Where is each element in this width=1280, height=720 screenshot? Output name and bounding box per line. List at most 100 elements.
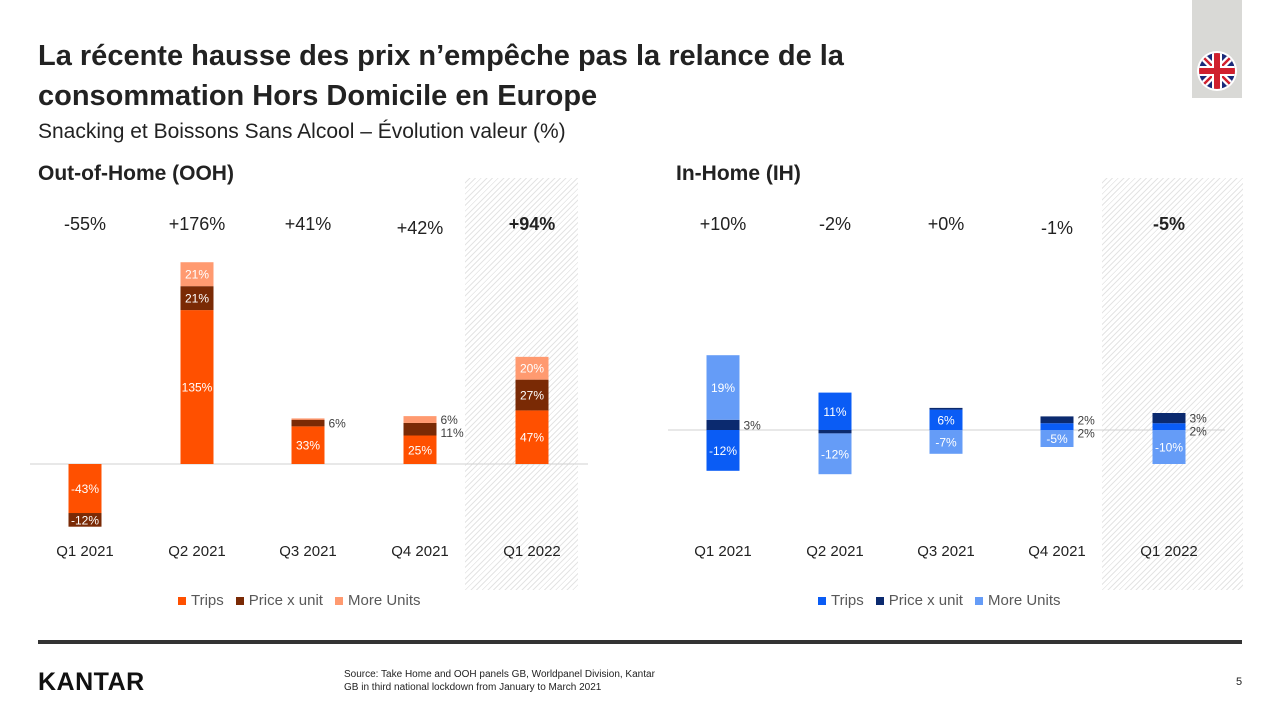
bar-segment: [1152, 413, 1186, 424]
total-growth-label: -2%: [818, 214, 852, 234]
total-growth-label: +0%: [927, 214, 965, 234]
bar-segment: [706, 430, 740, 471]
category-label: Q1 2022: [1140, 543, 1198, 560]
legend-label: Trips: [191, 592, 224, 609]
data-label: 47%: [520, 431, 544, 445]
bar-segment: [403, 435, 437, 464]
page-subtitle: Snacking et Boissons Sans Alcool – Évolu…: [38, 120, 566, 143]
legend-item: Trips: [178, 592, 224, 609]
legend-item: Price x unit: [875, 592, 963, 609]
data-label: 2%: [1078, 426, 1096, 440]
data-label: 6%: [329, 416, 347, 430]
data-label: 2%: [1078, 413, 1096, 427]
bar-segment: [1040, 416, 1074, 424]
page-number: 5: [1236, 676, 1243, 688]
total-growth-label: +10%: [699, 214, 747, 234]
data-label: 6%: [441, 413, 459, 427]
category-label: Q2 2021: [168, 543, 226, 560]
legend-label: Trips: [831, 592, 864, 609]
chart-title: Out-of-Home (OOH): [38, 162, 234, 185]
category-label: Q1 2021: [56, 543, 114, 560]
bar-segment: [706, 355, 740, 420]
category-label: Q1 2021: [694, 543, 752, 560]
bar-segment: [515, 379, 549, 411]
data-label: 11%: [441, 426, 464, 440]
bar-segment: [515, 356, 549, 380]
data-label: -12%: [709, 444, 737, 458]
data-label: -12%: [71, 513, 99, 527]
kantar-logo: KANTAR: [38, 668, 145, 696]
legend-swatch: [334, 597, 343, 605]
data-label: 21%: [185, 292, 209, 306]
legend-swatch: [974, 597, 983, 605]
legend-item: Price x unit: [235, 592, 323, 609]
bar-segment: [818, 392, 852, 430]
data-label: 11%: [823, 405, 846, 419]
total-growth-label: +41%: [284, 214, 332, 234]
total-growth-label: +176%: [168, 214, 226, 234]
data-label: 6%: [937, 413, 955, 427]
data-label: 27%: [520, 389, 544, 403]
total-growth-label: -5%: [1152, 214, 1186, 234]
legend-item: Trips: [818, 592, 864, 609]
data-label: -7%: [935, 435, 957, 449]
legend-label: Price x unit: [888, 592, 963, 609]
legend-label: More Units: [347, 592, 421, 609]
source-note: Source: Take Home and OOH panels GB, Wor…: [344, 668, 655, 694]
source-line-2: GB in third national lockdown from Janua…: [344, 682, 602, 693]
legend-label: More Units: [987, 592, 1061, 609]
bar-segment: [1040, 430, 1074, 447]
data-label: 2%: [1190, 425, 1208, 439]
bar-segment: [403, 416, 437, 423]
total-growth-label: -1%: [1040, 218, 1074, 238]
bar-segment: [180, 286, 214, 311]
bar-segment: [1152, 423, 1186, 430]
legend-swatch: [818, 597, 826, 605]
data-label: 21%: [185, 268, 209, 282]
bar-segment: [1152, 430, 1186, 464]
bar-segment: [180, 310, 214, 464]
legend-swatch: [235, 597, 244, 605]
category-label: Q1 2022: [503, 543, 561, 560]
bar-segment: [403, 422, 437, 436]
page-title: La récente hausse des prix n’empêche pas…: [38, 40, 844, 112]
data-label: -5%: [1046, 432, 1068, 446]
data-label: 20%: [520, 362, 544, 376]
bar-segment: [818, 430, 852, 434]
data-label: -12%: [821, 447, 849, 461]
data-label: -10%: [1155, 441, 1183, 455]
bar-segment: [291, 418, 325, 420]
category-label: Q2 2021: [806, 543, 864, 560]
legend-label: Price x unit: [248, 592, 323, 609]
bar-segment: [68, 464, 102, 514]
category-label: Q3 2021: [279, 543, 337, 560]
legend-item: More Units: [334, 592, 421, 609]
data-label: 135%: [182, 381, 213, 395]
highlight-region: [1102, 178, 1243, 590]
category-label: Q3 2021: [917, 543, 975, 560]
category-label: Q4 2021: [391, 543, 449, 560]
legend-swatch: [875, 597, 884, 605]
data-label: 3%: [744, 418, 762, 432]
legend-item: More Units: [974, 592, 1061, 609]
data-label: 33%: [296, 439, 320, 453]
chart-title: In-Home (IH): [676, 162, 801, 185]
bar-segment: [929, 407, 963, 410]
data-label: 25%: [408, 443, 432, 457]
legend: Trips Price x unit More Units: [818, 592, 1061, 609]
bar-segment: [929, 409, 963, 430]
bar-segment: [68, 513, 102, 527]
footer-divider: [38, 640, 1242, 644]
data-label: -43%: [71, 482, 99, 496]
bar-segment: [180, 262, 214, 287]
bar-segment: [515, 410, 549, 464]
total-growth-label: -55%: [63, 214, 107, 234]
bar-segment: [1040, 423, 1074, 430]
source-line-1: Source: Take Home and OOH panels GB, Wor…: [344, 669, 655, 680]
total-growth-label: +42%: [396, 218, 444, 238]
bar-segment: [291, 419, 325, 427]
bar-segment: [929, 430, 963, 454]
data-label: 19%: [711, 381, 735, 395]
bar-segment: [706, 419, 740, 430]
